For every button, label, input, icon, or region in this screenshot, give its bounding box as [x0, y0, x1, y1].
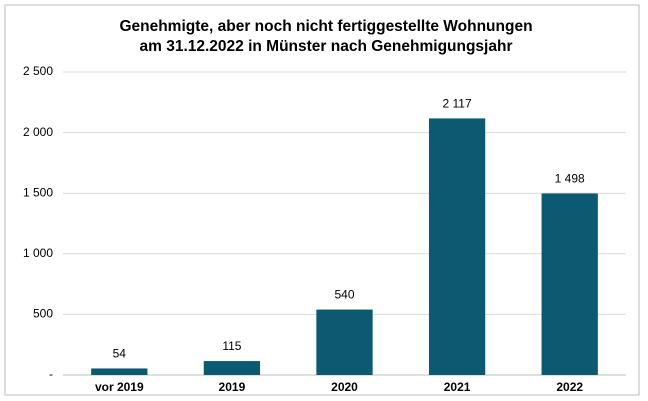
data-label: 1 498 [555, 172, 585, 186]
data-label: 115 [222, 339, 241, 353]
bar [428, 118, 486, 375]
data-label: 2 117 [443, 97, 472, 111]
bar [203, 361, 261, 375]
chart-title: Genehmigte, aber noch nicht fertiggestel… [119, 18, 532, 35]
y-tick-label: 2 500 [23, 64, 53, 78]
bar [91, 368, 148, 375]
bar [316, 309, 373, 375]
bar [541, 193, 598, 375]
y-tick-label: 2 000 [23, 125, 53, 139]
x-tick-label: 2019 [219, 380, 246, 394]
x-tick-label: 2022 [556, 380, 583, 394]
data-label: 54 [113, 347, 127, 361]
y-tick-label: 1 500 [23, 185, 53, 199]
y-tick-label: 1 000 [23, 246, 53, 260]
data-label: 540 [334, 288, 354, 302]
x-tick-label: vor 2019 [95, 380, 144, 394]
x-tick-label: 2021 [444, 380, 471, 394]
chart-title: am 31.12.2022 in Münster nach Genehmigun… [140, 38, 513, 55]
y-tick-label: - [49, 367, 53, 381]
x-tick-label: 2020 [331, 380, 358, 394]
y-tick-label: 500 [33, 307, 53, 321]
